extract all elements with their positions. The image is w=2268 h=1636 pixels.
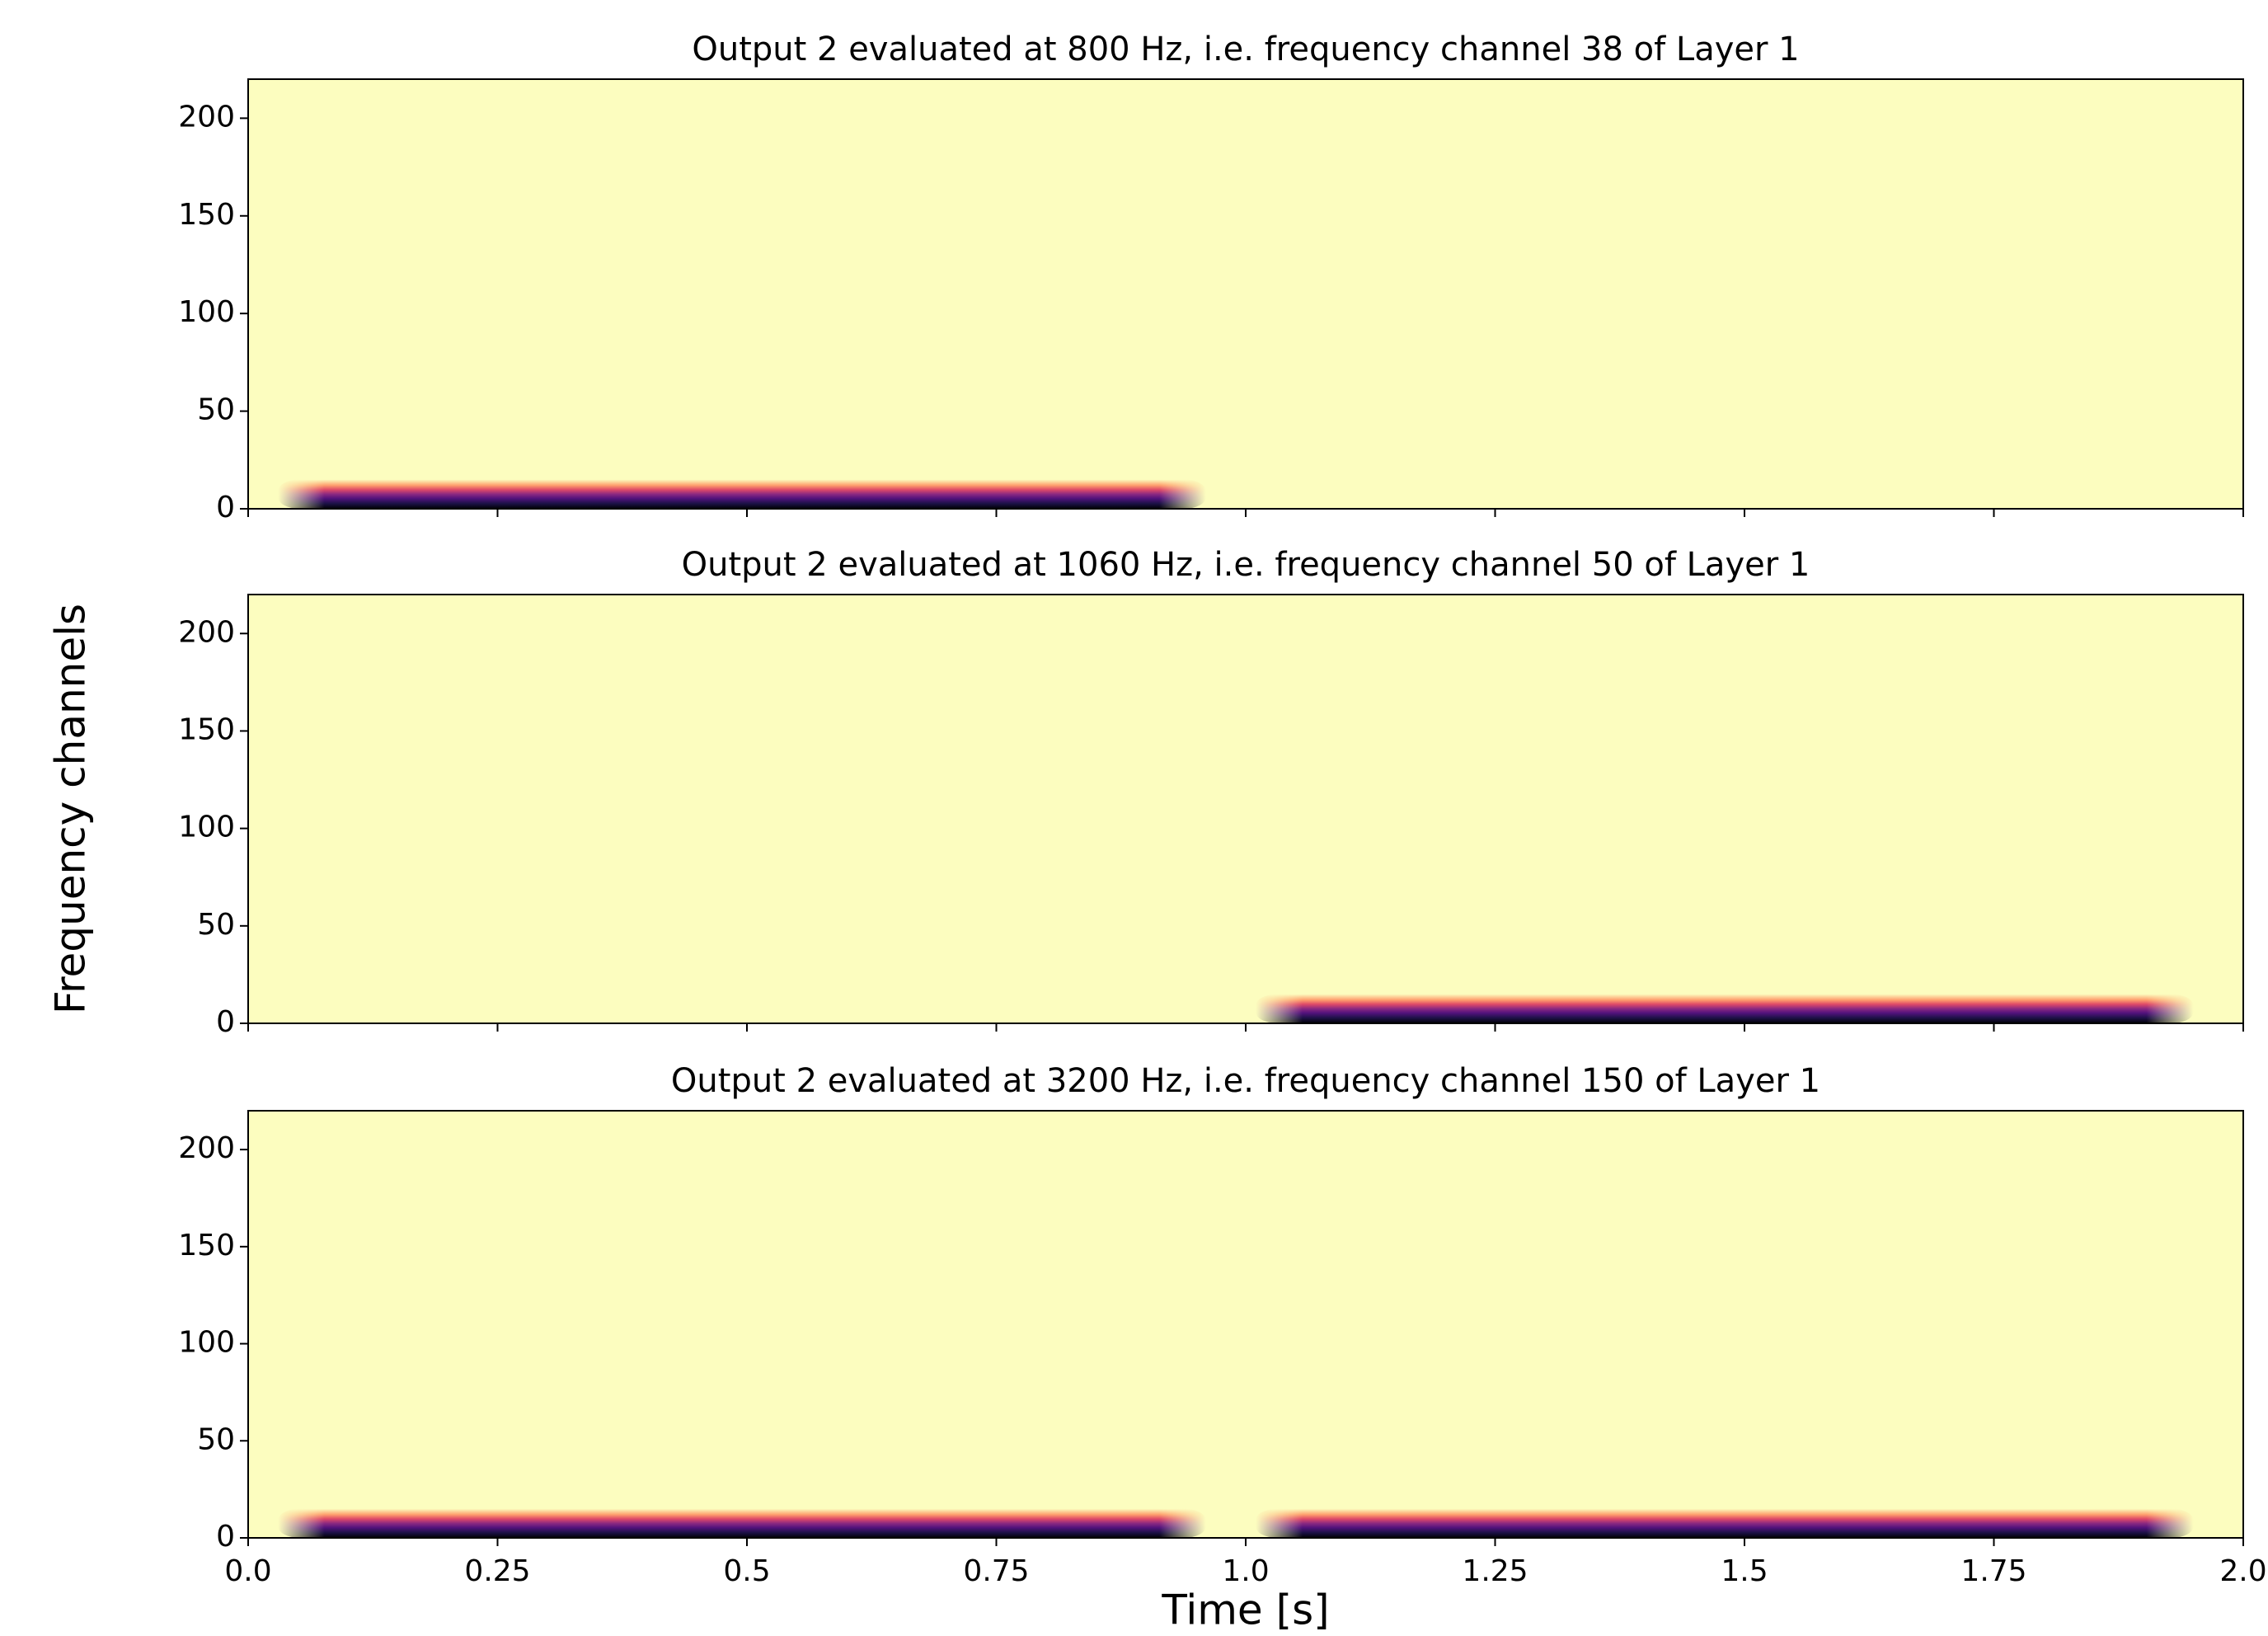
y-tick-label: 50	[197, 1422, 235, 1456]
x-tick-label: 1.75	[1960, 1554, 2026, 1588]
x-tick-label: 0.25	[464, 1554, 530, 1588]
activation-band	[278, 479, 1206, 509]
x-tick-label: 1.5	[1721, 1554, 1768, 1588]
y-axis-label: Frequency channels	[47, 604, 95, 1014]
y-tick-label: 150	[178, 1229, 235, 1262]
subplot-title: Output 2 evaluated at 800 Hz, i.e. frequ…	[692, 31, 1799, 68]
y-tick-label: 150	[178, 198, 235, 232]
y-tick-label: 100	[178, 811, 235, 844]
activation-band	[278, 1508, 1206, 1538]
y-tick-label: 200	[178, 100, 235, 134]
activation-band	[1256, 994, 2194, 1023]
y-tick-label: 0	[216, 1005, 235, 1039]
plot-background	[248, 79, 2243, 509]
x-tick-label: 0.75	[963, 1554, 1029, 1588]
activation-band	[1256, 1508, 2194, 1538]
y-tick-label: 100	[178, 295, 235, 329]
subplot-title: Output 2 evaluated at 3200 Hz, i.e. freq…	[671, 1062, 1820, 1100]
plot-background	[248, 1111, 2243, 1538]
y-tick-label: 200	[178, 1131, 235, 1165]
x-tick-label: 1.25	[1462, 1554, 1528, 1588]
y-tick-label: 0	[216, 1520, 235, 1554]
subplot-title: Output 2 evaluated at 1060 Hz, i.e. freq…	[682, 546, 1810, 584]
x-tick-label: 0.5	[723, 1554, 770, 1588]
plot-background	[248, 595, 2243, 1023]
x-axis-label: Time [s]	[1161, 1587, 1329, 1634]
y-tick-label: 50	[197, 908, 235, 942]
x-tick-label: 2.0	[2219, 1554, 2266, 1588]
y-tick-label: 200	[178, 615, 235, 649]
y-tick-label: 50	[197, 393, 235, 427]
y-tick-label: 100	[178, 1326, 235, 1360]
x-tick-label: 0.0	[224, 1554, 271, 1588]
y-tick-label: 150	[178, 712, 235, 746]
y-tick-label: 0	[216, 491, 235, 524]
x-tick-label: 1.0	[1222, 1554, 1269, 1588]
